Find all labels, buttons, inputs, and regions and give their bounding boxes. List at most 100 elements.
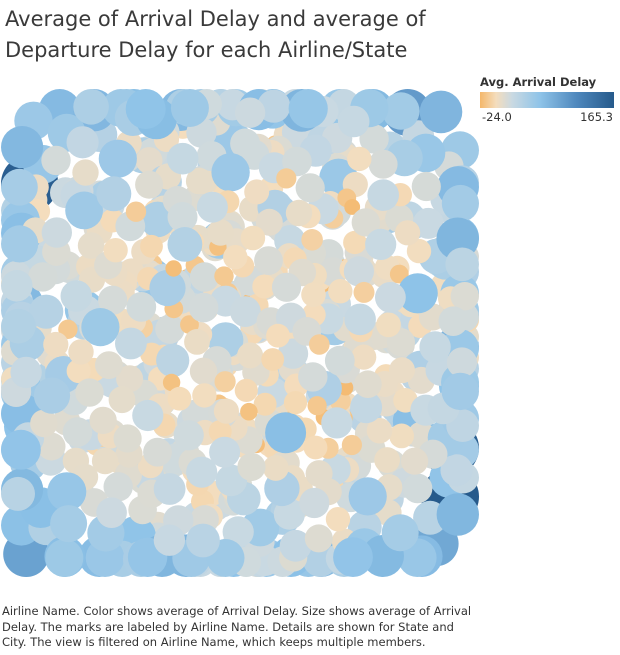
- bubble-mark[interactable]: [343, 230, 367, 255]
- bubble-mark[interactable]: [62, 417, 93, 447]
- bubble-mark[interactable]: [436, 493, 479, 536]
- bubble-mark[interactable]: [89, 406, 117, 435]
- bubble-mark[interactable]: [325, 507, 351, 532]
- bubble-mark[interactable]: [155, 314, 185, 344]
- bubble-mark[interactable]: [343, 256, 374, 287]
- bubble-mark[interactable]: [33, 377, 71, 414]
- bubble-mark[interactable]: [167, 202, 198, 232]
- bubble-mark[interactable]: [341, 434, 362, 456]
- bubble-mark[interactable]: [1, 429, 41, 470]
- bubble-mark[interactable]: [298, 362, 328, 392]
- bubble-mark[interactable]: [419, 331, 451, 363]
- bubble-mark[interactable]: [180, 315, 199, 334]
- bubble-mark[interactable]: [304, 524, 333, 553]
- bubble-mark[interactable]: [162, 373, 181, 392]
- bubble-mark[interactable]: [140, 234, 163, 258]
- bubble-mark[interactable]: [366, 417, 393, 444]
- bubble-mark[interactable]: [114, 327, 147, 360]
- bubble-mark[interactable]: [395, 220, 421, 246]
- bubble-mark[interactable]: [411, 171, 441, 202]
- bubble-mark[interactable]: [337, 105, 370, 138]
- bubble-mark[interactable]: [149, 269, 186, 307]
- bubble-mark[interactable]: [108, 386, 136, 414]
- bubble-mark[interactable]: [301, 282, 326, 307]
- bubble-mark[interactable]: [389, 357, 415, 384]
- bubble-mark[interactable]: [192, 383, 217, 408]
- bubble-mark[interactable]: [113, 424, 142, 453]
- bubble-mark[interactable]: [441, 372, 479, 411]
- bubble-mark[interactable]: [153, 473, 186, 505]
- bubble-mark[interactable]: [295, 173, 325, 203]
- bubble-mark[interactable]: [441, 184, 479, 223]
- bubble-mark[interactable]: [223, 245, 248, 270]
- bubble-mark[interactable]: [230, 296, 261, 327]
- bubble-mark[interactable]: [1, 308, 36, 344]
- bubble-mark[interactable]: [139, 201, 176, 238]
- bubble-mark[interactable]: [167, 386, 192, 411]
- bubble-mark[interactable]: [389, 423, 414, 449]
- bubble-mark[interactable]: [283, 391, 308, 415]
- bubble-mark[interactable]: [156, 343, 190, 378]
- bubble-mark[interactable]: [230, 128, 261, 159]
- bubble-mark[interactable]: [96, 176, 132, 212]
- bubble-mark[interactable]: [347, 146, 372, 172]
- bubble-mark[interactable]: [132, 399, 164, 432]
- bubble-mark[interactable]: [285, 199, 313, 227]
- bubble-mark[interactable]: [359, 124, 389, 154]
- bubble-mark[interactable]: [402, 473, 433, 504]
- bubble-mark[interactable]: [344, 199, 361, 215]
- bubble-mark[interactable]: [60, 280, 93, 312]
- bubble-mark[interactable]: [0, 270, 33, 302]
- bubble-mark[interactable]: [189, 262, 220, 292]
- bubble-mark[interactable]: [165, 260, 182, 277]
- bubble-mark[interactable]: [207, 219, 234, 246]
- bubble-mark[interactable]: [309, 334, 330, 355]
- bubble-mark[interactable]: [103, 238, 128, 263]
- bubble-mark[interactable]: [333, 537, 373, 577]
- bubble-mark[interactable]: [37, 432, 66, 461]
- bubble-mark[interactable]: [43, 331, 69, 358]
- bubble-mark[interactable]: [98, 139, 137, 178]
- bubble-mark[interactable]: [234, 378, 258, 402]
- bubble-mark[interactable]: [47, 472, 87, 512]
- bubble-mark[interactable]: [257, 89, 291, 123]
- bubble-mark[interactable]: [214, 371, 236, 393]
- bubble-mark[interactable]: [135, 170, 164, 199]
- bubble-mark[interactable]: [273, 498, 305, 530]
- bubble-mark[interactable]: [271, 272, 302, 302]
- bubble-mark[interactable]: [41, 217, 72, 248]
- bubble-mark[interactable]: [1, 168, 38, 206]
- bubble-mark[interactable]: [305, 460, 333, 488]
- bubble-mark[interactable]: [255, 208, 283, 236]
- bubble-mark[interactable]: [254, 246, 283, 275]
- bubble-mark[interactable]: [234, 97, 266, 128]
- bubble-mark[interactable]: [214, 266, 234, 286]
- bubble-mark[interactable]: [374, 447, 400, 473]
- bubble-mark[interactable]: [170, 89, 209, 127]
- bubble-mark[interactable]: [30, 409, 58, 438]
- bubble-mark[interactable]: [348, 477, 387, 516]
- bubble-mark[interactable]: [209, 436, 241, 468]
- bubble-mark[interactable]: [382, 92, 420, 130]
- bubble-mark[interactable]: [73, 89, 109, 125]
- bubble-mark[interactable]: [126, 292, 157, 322]
- bubble-mark[interactable]: [166, 142, 199, 175]
- bubble-mark[interactable]: [261, 348, 285, 371]
- bubble-mark[interactable]: [328, 279, 353, 304]
- bubble-mark[interactable]: [419, 90, 463, 134]
- bubble-mark[interactable]: [1, 476, 35, 511]
- bubble-mark[interactable]: [440, 454, 473, 487]
- bubble-mark[interactable]: [351, 344, 377, 370]
- bubble-mark[interactable]: [135, 147, 163, 174]
- bubble-mark[interactable]: [321, 407, 353, 439]
- bubble-mark[interactable]: [66, 126, 99, 159]
- bubble-mark[interactable]: [381, 514, 419, 552]
- bubble-mark[interactable]: [301, 229, 323, 251]
- bubble-mark[interactable]: [450, 282, 479, 311]
- bubble-mark[interactable]: [211, 153, 250, 192]
- bubble-mark[interactable]: [58, 319, 78, 339]
- bubble-mark[interactable]: [186, 523, 220, 558]
- bubble-mark[interactable]: [303, 435, 328, 460]
- bubble-mark[interactable]: [262, 455, 289, 481]
- bubble-mark[interactable]: [41, 145, 71, 176]
